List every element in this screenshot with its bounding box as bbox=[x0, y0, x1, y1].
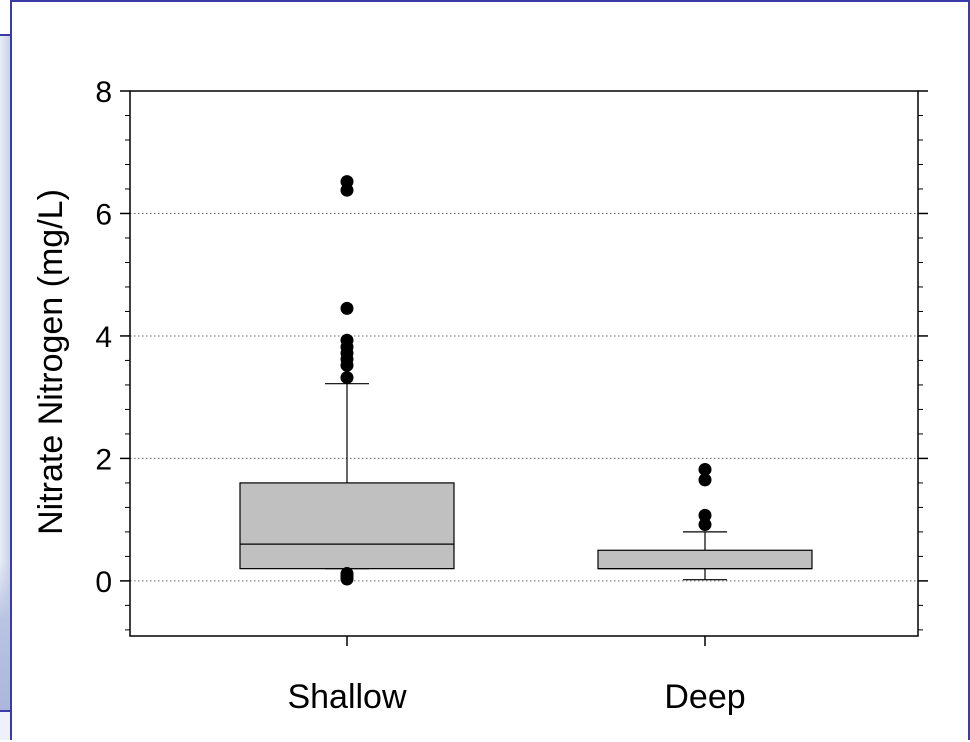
y-axis-title: Nitrate Nitrogen (mg/L) bbox=[32, 189, 70, 535]
x-category-label: Deep bbox=[664, 678, 745, 716]
plot-frame bbox=[129, 90, 919, 637]
background-window-strip bbox=[0, 36, 10, 740]
outlier-point bbox=[340, 333, 354, 347]
background-window-shade bbox=[0, 560, 10, 710]
outlier-point bbox=[340, 567, 354, 581]
outlier-point bbox=[698, 462, 712, 476]
y-tick-label: 8 bbox=[95, 76, 112, 109]
box-shallow bbox=[239, 482, 455, 570]
y-tick-label: 2 bbox=[95, 443, 112, 476]
chart-panel: Nitrate Nitrogen (mg/L) 0 2 4 6 8 Shallow Deep bbox=[10, 0, 970, 740]
boxes bbox=[239, 175, 813, 586]
outlier-point bbox=[340, 371, 354, 385]
y-tick-label: 0 bbox=[95, 566, 112, 599]
box-plot-chart: Nitrate Nitrogen (mg/L) 0 2 4 6 8 Shallow Deep bbox=[32, 76, 928, 716]
outlier-point bbox=[698, 518, 712, 532]
y-tick-label: 4 bbox=[95, 321, 112, 354]
outlier-point bbox=[340, 175, 354, 189]
labels: Nitrate Nitrogen (mg/L) 0 2 4 6 8 Shallow Deep bbox=[32, 76, 746, 716]
y-tick-label: 6 bbox=[95, 198, 112, 231]
window-frame-bottom-left bbox=[0, 710, 10, 740]
grid-lines bbox=[130, 212, 918, 582]
box-deep bbox=[597, 549, 813, 570]
axes bbox=[120, 90, 928, 646]
outlier-point bbox=[698, 473, 712, 487]
outlier-point bbox=[340, 301, 354, 315]
outlier-point bbox=[698, 508, 712, 522]
x-category-label: Shallow bbox=[287, 678, 407, 716]
